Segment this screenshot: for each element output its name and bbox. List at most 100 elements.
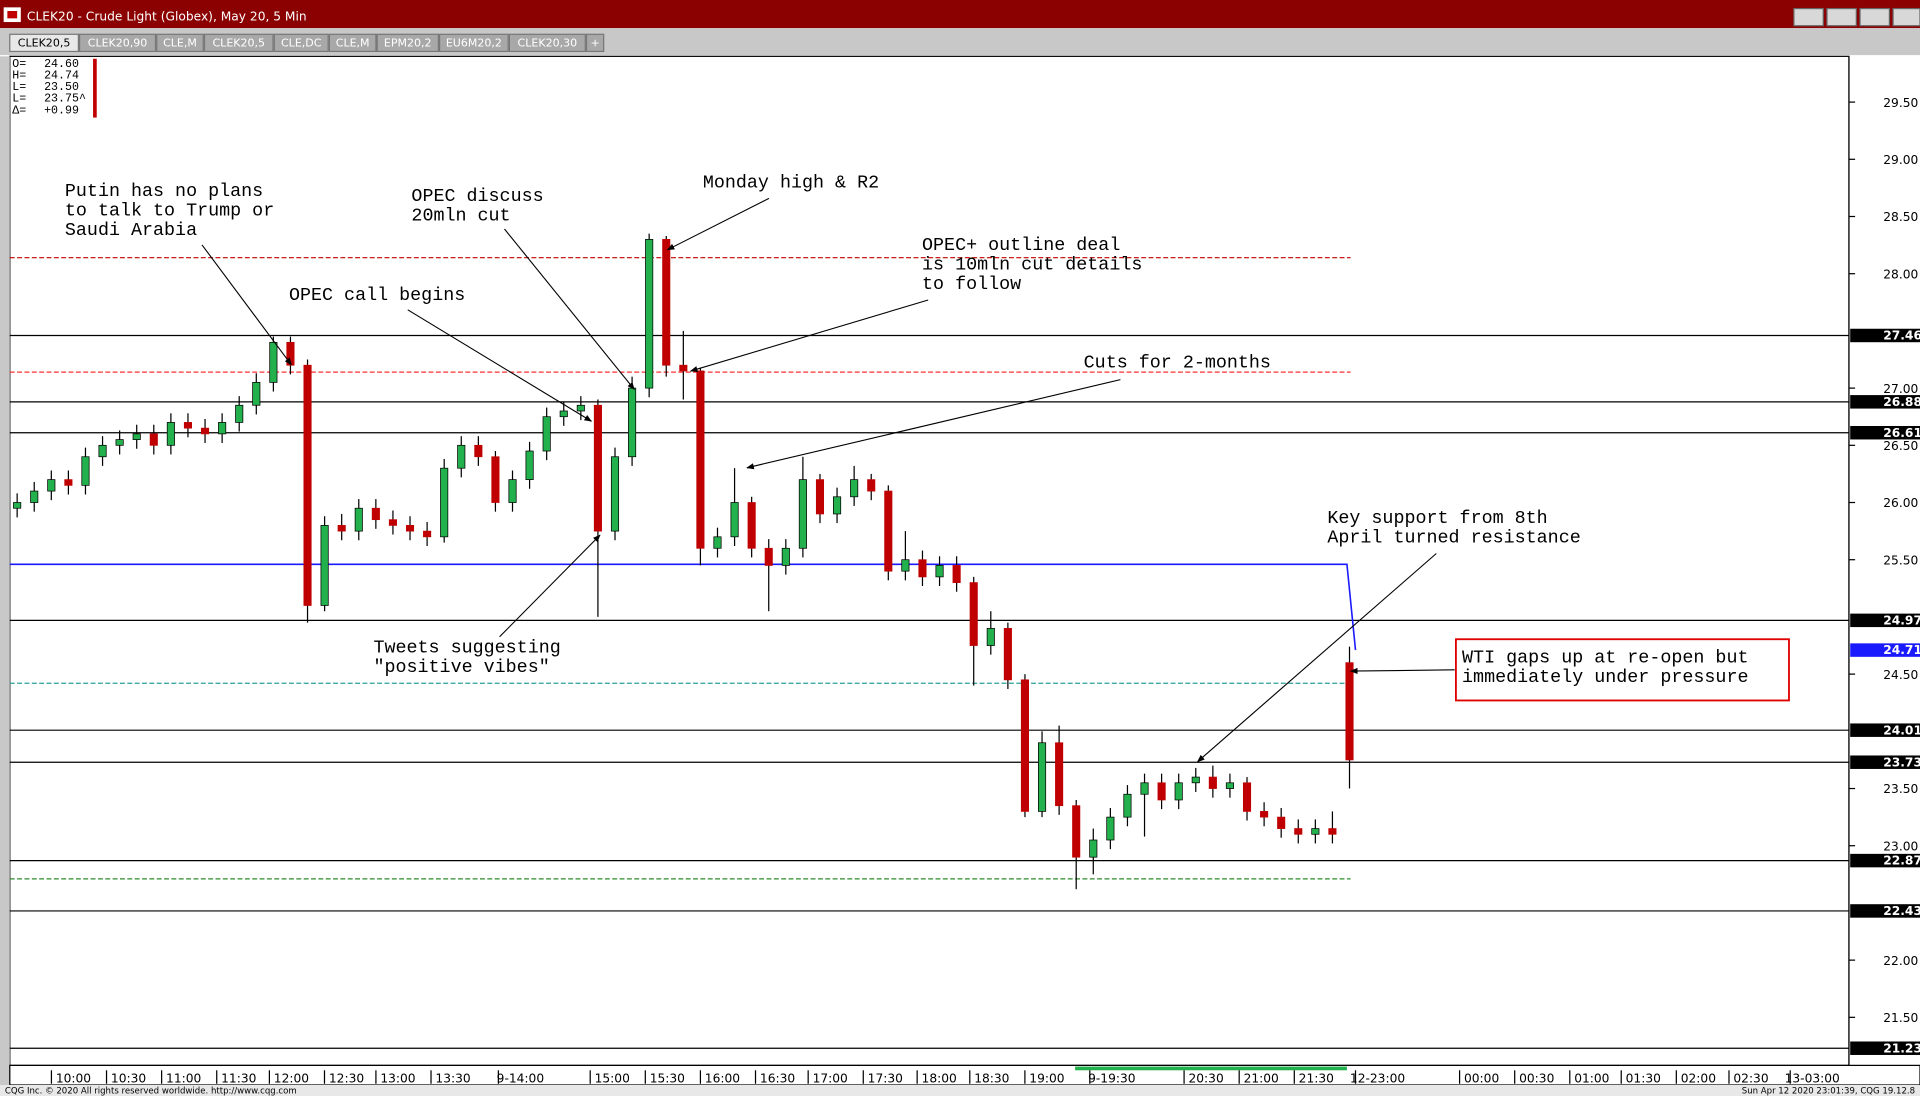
ohlc-swatch (93, 58, 97, 118)
tab-label[interactable]: CLEK20,5 (213, 36, 266, 49)
tab-label[interactable]: EU6M20,2 (446, 36, 502, 49)
ohlc-value: 24.74 (44, 69, 79, 82)
candle-body (815, 479, 825, 515)
candle-body (798, 479, 807, 549)
footer-right: Sun Apr 12 2020 23:01:39, CQG 19.12.8 (1742, 1087, 1915, 1096)
candle-body (320, 525, 329, 606)
annotation-text: WTI gaps up at re-open but (1462, 647, 1748, 668)
tab[interactable] (9, 33, 79, 53)
tab[interactable] (376, 33, 439, 53)
annotation-text: Putin has no plans (65, 181, 263, 202)
candle-body (508, 479, 517, 503)
candle-body (542, 416, 551, 452)
ohlc-value: +0.99 (44, 104, 79, 117)
candle-body (696, 370, 705, 549)
candle-body (303, 364, 312, 606)
candle-body (13, 502, 22, 509)
candle-body (918, 559, 927, 578)
tab[interactable] (508, 33, 586, 53)
x-tick-label: 18:00 (922, 1071, 957, 1085)
y-tick-label: 26.50 (1883, 439, 1918, 453)
candle-body (218, 422, 227, 435)
x-tick-label: 16:00 (705, 1071, 740, 1085)
x-tick-label: 10:00 (56, 1071, 91, 1085)
candle-body (1242, 782, 1252, 812)
tab-label[interactable]: CLE,M (336, 36, 370, 49)
candle-body (1055, 742, 1064, 807)
level-label-box (1850, 1041, 1920, 1055)
candle-body (713, 536, 722, 549)
candle-body (47, 479, 56, 492)
trendline (9, 563, 1357, 651)
pin-button[interactable] (1793, 7, 1824, 27)
annotation-text: Monday high & R2 (703, 172, 879, 193)
tab[interactable] (273, 33, 329, 53)
close-button[interactable] (1892, 7, 1920, 27)
x-tick-label: 11:00 (166, 1071, 201, 1085)
candle-body (286, 341, 295, 366)
candle-body (474, 444, 483, 458)
minimize-button[interactable] (1826, 7, 1857, 27)
candle-body (525, 450, 534, 480)
tab-label[interactable]: EPM20,2 (384, 36, 432, 49)
tab-label[interactable]: CLEK20,30 (518, 36, 578, 49)
candle-body (730, 502, 739, 538)
tab[interactable] (203, 33, 274, 53)
x-tick-label: 17:30 (868, 1071, 903, 1085)
session-highlight (1075, 1066, 1347, 1071)
y-tick-label: 29.50 (1883, 96, 1918, 110)
annotation-text: is 10mln cut details (922, 254, 1142, 275)
annotation-text: Key support from 8th (1327, 508, 1547, 529)
level-label-box (1850, 904, 1920, 918)
candle-body (30, 490, 39, 503)
annotation-text: Saudi Arabia (65, 220, 197, 241)
y-tick-label: 29.00 (1883, 153, 1918, 167)
candle-body (183, 422, 192, 429)
level-label-box (1850, 755, 1920, 769)
annotation-text: April turned resistance (1327, 527, 1580, 548)
tab[interactable] (156, 33, 204, 53)
x-tick-label: 18:30 (974, 1071, 1009, 1085)
candle-body (423, 530, 432, 538)
tab-label[interactable]: CLEK20,5 (18, 36, 71, 49)
tab-label[interactable]: CLE,DC (281, 36, 322, 49)
restore-button[interactable] (1859, 7, 1890, 27)
candle-body (1277, 816, 1286, 829)
tab-label[interactable]: + (590, 36, 599, 49)
tab[interactable] (78, 33, 157, 53)
x-tick-label: 13:00 (380, 1071, 415, 1085)
candle-body (645, 239, 654, 389)
x-tick-label: 15:00 (595, 1071, 630, 1085)
candle-body (1328, 828, 1337, 835)
candle-body (98, 444, 107, 458)
annotation-text: OPEC+ outline deal (922, 235, 1120, 256)
y-tick-label: 25.50 (1883, 553, 1918, 567)
candle-body (1345, 662, 1354, 761)
tab[interactable] (585, 33, 605, 53)
x-tick-label: 01:00 (1574, 1071, 1609, 1085)
candle-body (884, 490, 893, 572)
y-tick-label: 23.50 (1883, 782, 1918, 796)
annotation-arrow (201, 244, 292, 366)
candle-body (1294, 828, 1303, 835)
tab-label[interactable]: CLE,M (163, 36, 197, 49)
status-bar (0, 1084, 1920, 1096)
ohlc-label: H= (12, 69, 26, 82)
left-border (0, 56, 10, 1096)
annotation-text: "positive vibes" (373, 657, 549, 678)
annotation-text: to talk to Trump or (65, 200, 274, 221)
candle-body (1072, 805, 1081, 858)
candle-body (1174, 782, 1183, 801)
tab[interactable] (328, 33, 377, 53)
candle-body (901, 559, 910, 572)
level-label: 23.73 (1883, 755, 1920, 769)
candle-body (662, 239, 671, 366)
x-tick-label: 10:30 (111, 1071, 146, 1085)
tab-label[interactable]: CLEK20,90 (88, 36, 148, 49)
candle-body (952, 565, 961, 583)
tab[interactable] (438, 33, 509, 53)
annotation-arrow (407, 309, 593, 422)
tabs: CLEK20,5 CLEK20,90 CLE,M CLEK20,5 CLE,DC CLE,… (9, 33, 605, 53)
candle-body (371, 507, 380, 521)
